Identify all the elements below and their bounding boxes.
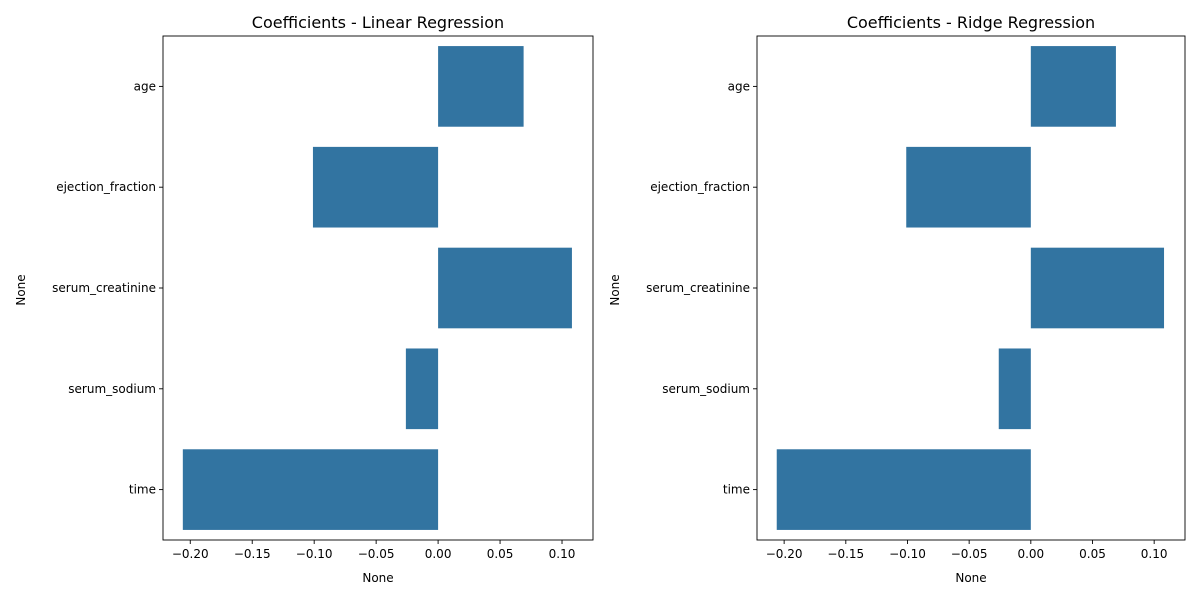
y-tick-label-linear-ejection_fraction: ejection_fraction xyxy=(56,180,156,194)
bar-ridge-age xyxy=(1030,46,1116,127)
y-axis-label-ridge: None xyxy=(608,274,622,305)
bar-linear-ejection_fraction xyxy=(312,146,439,228)
bar-linear-age xyxy=(438,46,524,127)
y-tick-label-ridge-ejection_fraction: ejection_fraction xyxy=(650,180,750,194)
x-tick-label-linear-2: −0.10 xyxy=(296,547,333,561)
y-tick-label-ridge-serum_sodium: serum_sodium xyxy=(662,382,750,396)
x-tick-label-ridge-5: 0.05 xyxy=(1079,547,1106,561)
x-tick-label-ridge-3: −0.05 xyxy=(951,547,988,561)
x-tick-label-linear-6: 0.10 xyxy=(549,547,576,561)
x-tick-label-ridge-0: −0.20 xyxy=(766,547,803,561)
x-tick-label-ridge-4: 0.00 xyxy=(1017,547,1044,561)
x-tick-label-ridge-2: −0.10 xyxy=(889,547,926,561)
x-tick-label-linear-1: −0.15 xyxy=(234,547,271,561)
y-tick-label-ridge-time: time xyxy=(723,483,750,497)
ridge-regression-panel: Coefficients - Ridge Regression None Non… xyxy=(608,13,1186,585)
bar-linear-serum_creatinine xyxy=(438,247,572,329)
y-axis-label-linear: None xyxy=(14,274,28,305)
chart-title-ridge: Coefficients - Ridge Regression xyxy=(847,13,1095,32)
x-tick-label-linear-5: 0.05 xyxy=(487,547,514,561)
x-tick-label-linear-4: 0.00 xyxy=(425,547,452,561)
y-tick-label-linear-time: time xyxy=(129,483,156,497)
y-tick-label-linear-age: age xyxy=(134,79,156,93)
x-tick-label-ridge-6: 0.10 xyxy=(1141,547,1168,561)
y-tick-label-linear-serum_creatinine: serum_creatinine xyxy=(52,281,156,295)
y-tick-label-ridge-age: age xyxy=(728,79,750,93)
bar-ridge-ejection_fraction xyxy=(906,146,1031,228)
x-tick-label-linear-0: −0.20 xyxy=(172,547,209,561)
x-axis-label-linear: None xyxy=(362,571,393,585)
bar-ridge-time xyxy=(776,449,1031,530)
y-tick-label-ridge-serum_creatinine: serum_creatinine xyxy=(646,281,750,295)
x-axis-label-ridge: None xyxy=(955,571,986,585)
linear-regression-panel: Coefficients - Linear Regression None No… xyxy=(14,13,594,585)
bar-linear-time xyxy=(182,449,439,530)
bar-ridge-serum_sodium xyxy=(998,348,1031,430)
bar-linear-serum_sodium xyxy=(405,348,439,430)
x-tick-label-linear-3: −0.05 xyxy=(358,547,395,561)
bar-ridge-serum_creatinine xyxy=(1030,247,1165,329)
y-tick-label-linear-serum_sodium: serum_sodium xyxy=(68,382,156,396)
x-tick-label-ridge-1: −0.15 xyxy=(827,547,864,561)
chart-title-linear: Coefficients - Linear Regression xyxy=(252,13,504,32)
